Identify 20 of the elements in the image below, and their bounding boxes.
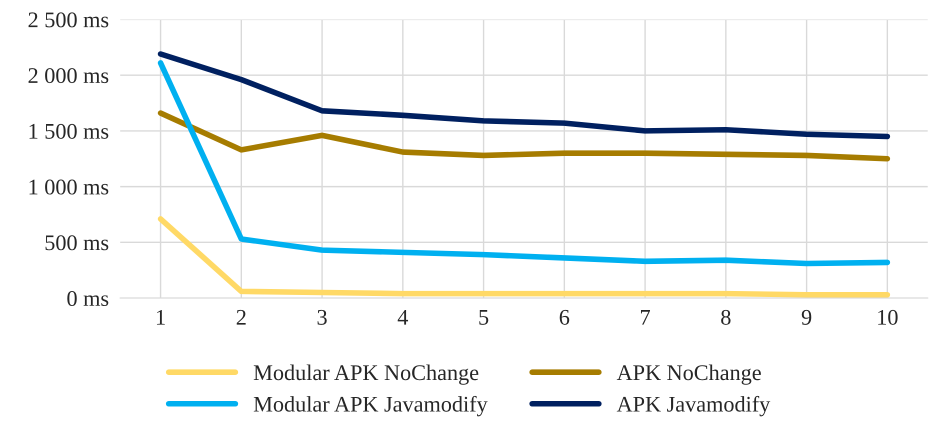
legend-label: Modular APK NoChange — [254, 364, 478, 385]
y-tick-label: 1 000 ms — [30, 180, 108, 195]
y-tick-label: 1 500 ms — [30, 124, 108, 139]
x-tick-label: 8 — [721, 310, 731, 325]
x-tick-label: 6 — [560, 310, 570, 325]
y-tick-label: 2 000 ms — [28, 68, 108, 84]
y-tick-label: 0 ms — [67, 291, 108, 306]
x-tick-label: 3 — [318, 310, 327, 325]
y-tick-label: 2 500 ms — [28, 12, 108, 28]
x-tick-label: 1 — [156, 310, 165, 325]
y-tick-label: 500 ms — [46, 235, 108, 250]
legend-label: APK Javamodify — [616, 396, 770, 416]
x-tick-label: 9 — [802, 310, 812, 325]
x-tick-label: 7 — [641, 310, 650, 325]
x-tick-label: 10 — [878, 310, 898, 325]
x-tick-label: 5 — [479, 310, 488, 325]
legend-label: APK NoChange — [616, 364, 761, 385]
legend-label: Modular APK Javamodify — [254, 396, 488, 416]
x-tick-label: 2 — [236, 310, 246, 325]
x-tick-label: 4 — [398, 310, 408, 325]
